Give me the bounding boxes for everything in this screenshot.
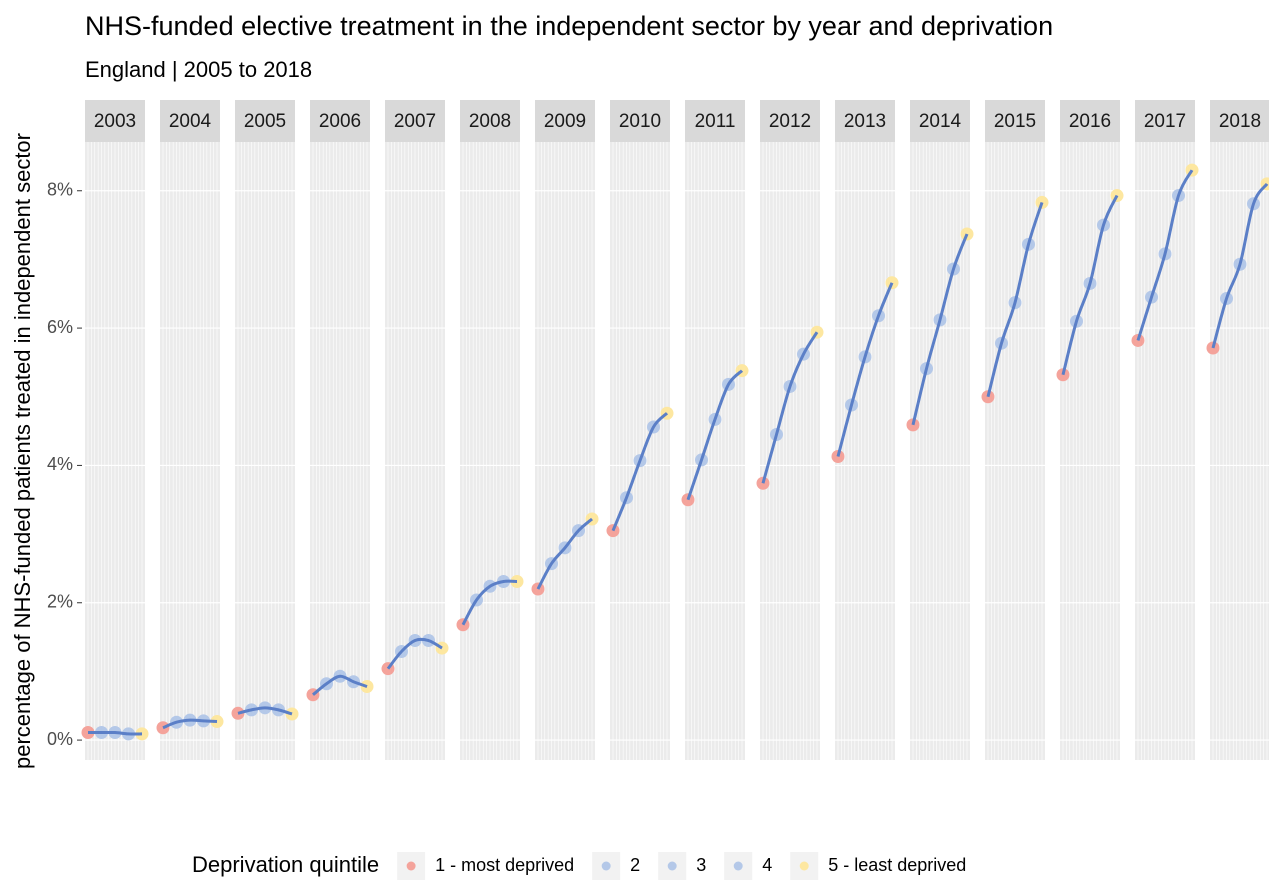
trend-line [1061, 194, 1119, 376]
legend-marker [667, 861, 677, 871]
chart-subtitle: England | 2005 to 2018 [85, 57, 312, 82]
legend-marker [733, 861, 743, 871]
trend-line [686, 369, 744, 501]
y-tick-label: 6% [47, 317, 73, 337]
legend-label: 5 - least deprived [828, 855, 966, 875]
facet-strip [235, 100, 295, 142]
facet-strip [610, 100, 670, 142]
facet-strip [835, 100, 895, 142]
trend-line [87, 730, 143, 736]
trend-line [1211, 182, 1269, 349]
facet-strip [160, 100, 220, 142]
facet-label: 2012 [769, 111, 811, 132]
legend-marker [406, 861, 416, 871]
trend-line [836, 282, 894, 457]
facet-label: 2010 [619, 111, 661, 132]
facet-label: 2018 [1219, 111, 1261, 132]
facet-strip [1210, 100, 1269, 142]
facet-strip [685, 100, 745, 142]
y-axis-label: percentage of NHS-funded patients treate… [10, 133, 35, 769]
trend-line [386, 637, 443, 670]
legend-label: 2 [630, 855, 640, 875]
facet-label: 2014 [919, 111, 962, 132]
y-tick-label: 8% [47, 180, 73, 200]
facet-label: 2007 [394, 111, 436, 132]
chart-title: NHS-funded elective treatment in the ind… [85, 11, 1053, 41]
trend-line [536, 517, 593, 590]
legend-label: 1 - most deprived [435, 855, 574, 875]
trend-line [162, 718, 218, 730]
facet-label: 2008 [469, 111, 511, 132]
facet-label: 2003 [94, 111, 136, 132]
facet-strip [910, 100, 970, 142]
facet-label: 2009 [544, 111, 586, 132]
legend-title: Deprivation quintile [192, 852, 379, 877]
facet-strip [1135, 100, 1195, 142]
facet-label: 2005 [244, 111, 286, 132]
facet-label: 2016 [1069, 111, 1111, 132]
trend-line [1136, 169, 1194, 341]
legend-marker [799, 861, 809, 871]
facet-label: 2013 [844, 111, 886, 132]
facet-label: 2011 [695, 111, 736, 132]
trend-line [911, 233, 969, 426]
trend-line [237, 706, 293, 716]
trend-line [986, 201, 1044, 398]
legend-marker [601, 861, 611, 871]
facet-label: 2006 [319, 111, 361, 132]
facet-label: 2015 [994, 111, 1036, 132]
facet-label: 2004 [169, 111, 212, 132]
trend-line [761, 331, 819, 484]
facet-strip [760, 100, 820, 142]
legend-label: 4 [762, 855, 772, 875]
legend-label: 3 [696, 855, 706, 875]
trend-line [611, 412, 669, 532]
trend-line [461, 579, 518, 626]
facet-strip [985, 100, 1045, 142]
facet-strip [310, 100, 370, 142]
y-tick-label: 2% [47, 592, 73, 612]
y-tick-label: 0% [47, 729, 73, 749]
facet-strip [460, 100, 520, 142]
facet-strip [85, 100, 145, 142]
y-tick-label: 4% [47, 454, 73, 474]
facet-label: 2017 [1144, 111, 1186, 132]
trend-line [312, 674, 368, 696]
facet-strip [535, 100, 595, 142]
facet-strip [385, 100, 445, 142]
facet-strip [1060, 100, 1120, 142]
